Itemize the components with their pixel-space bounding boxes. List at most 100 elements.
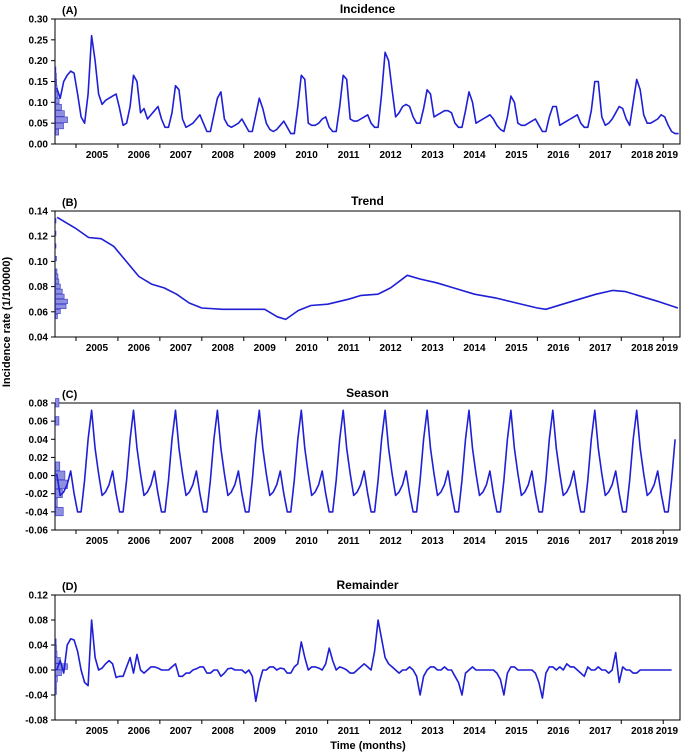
x-tick-label: 2019 [656,150,679,161]
histogram-bar [55,497,58,508]
panel-label-season: (C) [62,389,78,401]
x-tick-label: 2010 [296,150,319,161]
x-tick-label: 2017 [589,536,612,547]
panel-trend: (B) Trend 0.04 0.06 0.08 0.10 0.12 0.14 2005 2006… [29,194,681,354]
x-tick-label: 2006 [128,343,151,354]
x-tick-label: 2016 [547,536,570,547]
panel-title-trend: Trend [351,194,384,208]
histogram-bar [55,416,60,426]
x-tick-label: 2019 [656,343,679,354]
x-tick-label: 2013 [421,150,444,161]
panel-label-trend: (B) [62,197,78,209]
y-tick-label: 0.00 [29,140,49,151]
histogram-bar [55,398,60,408]
panel-title-remainder: Remainder [336,578,398,592]
histogram-bar [55,669,62,676]
y-tick-label: 0.12 [29,232,49,243]
plot-frame-remainder [54,594,681,721]
y-tick-label: 0.06 [29,417,49,428]
x-tick-label: 2018 [631,536,654,547]
x-tick-label: 2017 [589,150,612,161]
x-tick-label: 2011 [338,150,360,161]
x-tick-label: 2015 [505,536,528,547]
x-tick-label: 2017 [589,343,612,354]
x-tick-label: 2011 [338,726,360,737]
histogram-bar [55,91,59,98]
y-tick-label: 0.02 [29,453,49,464]
x-axis-title: Time (months) [330,740,406,752]
x-tick-label: 2007 [170,150,193,161]
histogram-bar [55,461,61,471]
histogram-bar [55,122,64,130]
histogram-bar [55,110,65,117]
histogram-bar [55,644,57,651]
panel-label-incidence: (A) [62,5,78,17]
y-tick-label: -0.04 [25,507,48,518]
x-tick-label: 2018 [631,343,654,354]
series-line-remainder [55,619,672,703]
x-tick-label: 2007 [170,536,193,547]
x-tick-label: 2013 [421,726,444,737]
x-tick-label: 2012 [379,726,402,737]
x-tick-label: 2008 [212,343,235,354]
histogram-bar [55,314,58,320]
y-tick-label: 0.04 [29,641,49,652]
y-tick-label: 0.10 [29,98,49,109]
x-tick-label: 2010 [296,343,319,354]
x-tick-label: 2014 [463,536,486,547]
histogram-bar [55,72,57,80]
x-tick-label: 2010 [296,536,319,547]
histogram-bar [55,303,67,309]
histogram-bar [55,308,61,315]
y-axis-title: Incidence rate (1/100000) [1,257,13,388]
plot-frame-trend [54,210,681,338]
panel-remainder: (D) Remainder -0.08 -0.04 0.00 0.04 0.08 0.12 20… [25,578,681,737]
y-tick-label: 0.12 [29,591,49,602]
x-tick-label: 2008 [212,150,235,161]
histogram-bar [55,507,64,517]
histogram-bar [55,104,62,111]
x-tick-label: 2015 [505,726,528,737]
histogram-bar [55,470,66,480]
histogram-bar [55,278,60,284]
panel-title-season: Season [346,386,389,400]
y-tick-label: 0.25 [29,35,49,46]
x-tick-label: 2007 [170,726,193,737]
panel-label-remainder: (D) [62,581,78,593]
x-tick-label: 2015 [505,150,528,161]
x-tick-label: 2006 [128,726,151,737]
panel-incidence: (A) Incidence 0.00 0.05 0.10 0.15 0.20 0.25 0.30… [29,2,681,161]
series-line-season [55,409,676,513]
x-tick-label: 2008 [212,536,235,547]
y-tick-label: 0.30 [29,15,49,26]
x-tick-label: 2008 [212,726,235,737]
y-tick-label: 0.06 [29,307,49,318]
plot-frame-incidence [54,18,681,145]
x-tick-label: 2009 [254,150,277,161]
y-tick-label: 0.10 [29,257,49,268]
x-tick-label: 2012 [379,536,402,547]
series-line-incidence [55,34,679,135]
histogram-bar [55,688,57,695]
plot-frame-season [54,402,681,531]
y-tick-label: 0.00 [29,666,49,677]
histogram-bar [55,283,61,289]
x-tick-label: 2019 [656,726,679,737]
y-tick-label: 0.04 [29,435,49,446]
y-tick-label: -0.04 [25,691,48,702]
x-tick-label: 2011 [338,536,360,547]
x-tick-label: 2016 [547,726,570,737]
x-tick-label: 2017 [589,726,612,737]
x-tick-label: 2007 [170,343,193,354]
x-tick-label: 2012 [379,150,402,161]
x-tick-label: 2014 [463,150,486,161]
y-tick-label: 0.04 [29,333,49,344]
histogram-bar [55,116,68,123]
panel-title-incidence: Incidence [340,2,396,16]
histogram-bar [55,273,59,279]
x-tick-label: 2010 [296,726,319,737]
histogram-bar [55,79,58,86]
y-tick-label: 0.15 [29,77,49,88]
x-tick-label: 2018 [631,726,654,737]
